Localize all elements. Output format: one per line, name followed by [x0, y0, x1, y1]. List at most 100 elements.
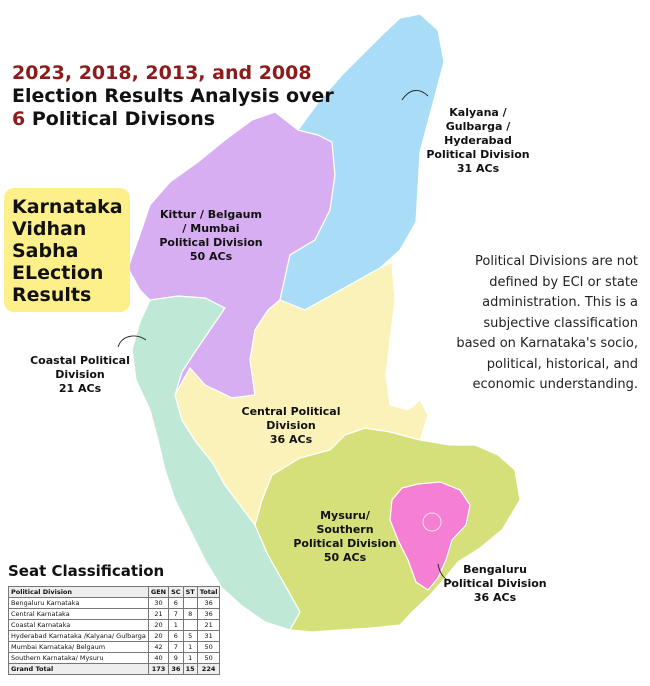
label-line: / Mumbai — [182, 222, 240, 235]
col-header: Political Division — [8, 586, 149, 598]
cell: 30 — [147, 597, 170, 609]
cell: 9 — [168, 652, 184, 664]
col-header: Total — [196, 586, 221, 598]
cell: 31 — [196, 630, 221, 642]
kalyana-arrow — [401, 90, 429, 101]
region-bengaluru[interactable] — [389, 481, 471, 591]
label-kalyana: Kalyana / Gulbarga / Hyderabad Political… — [422, 106, 534, 176]
label-line: Political Division — [443, 577, 547, 590]
table-row: Hyderabad Karnataka /Kalyana/ Gulbarga 2… — [8, 630, 221, 642]
cell: 21 — [147, 608, 170, 620]
col-header: SC — [168, 586, 184, 598]
cell: Bengaluru Karnataka — [8, 597, 149, 609]
cell: 1 — [168, 619, 184, 631]
seat-classification-table: Political Division GEN SC ST Total Benga… — [8, 586, 221, 675]
col-header: GEN — [147, 586, 170, 598]
cell — [182, 619, 198, 631]
cell: Grand Total — [8, 663, 149, 675]
label-line: 36 ACs — [473, 591, 517, 604]
cell: 8 — [182, 608, 198, 620]
cell: Hyderabad Karnataka /Kalyana/ Gulbarga — [8, 630, 149, 642]
page-title: 2023, 2018, 2013, and 2008 Election Resu… — [12, 62, 334, 131]
badge-line: Vidhan — [12, 218, 87, 240]
badge-line: Results — [12, 284, 92, 306]
note-line: defined by ECI or state — [489, 274, 638, 290]
label-line: Hyderabad — [444, 134, 512, 147]
label-line: 50 ACs — [323, 551, 367, 564]
title-count: 6 — [12, 108, 26, 130]
table-row: Bengaluru Karnataka 30 6 36 — [8, 597, 221, 609]
label-line: 31 ACs — [456, 162, 500, 175]
label-line: 36 ACs — [269, 433, 313, 446]
cell: 1 — [182, 652, 198, 664]
badge-line: ELection — [12, 262, 104, 284]
table-header-row: Political Division GEN SC ST Total — [8, 586, 221, 598]
cell: 6 — [168, 630, 184, 642]
table-row: Central Karnataka 21 7 8 36 — [8, 608, 221, 620]
table-row: Coastal Karnataka 20 1 21 — [8, 619, 221, 631]
table-row: Southern Karnataka/ Mysuru 40 9 1 50 — [8, 652, 221, 664]
note-line: political, historical, and — [486, 356, 638, 372]
cell: 224 — [196, 663, 221, 675]
title-divisions: Political Divisons — [31, 108, 216, 130]
label-bengaluru: Bengaluru Political Division 36 ACs — [440, 563, 550, 605]
label-line: Kalyana / — [449, 106, 507, 119]
label-central: Central Political Division 36 ACs — [236, 405, 346, 447]
label-line: Kittur / Belgaum — [160, 208, 262, 221]
cell: Mumbai Karnataka/ Belgaum — [8, 641, 149, 653]
cell: 42 — [147, 641, 170, 653]
seat-classification-title: Seat Classification — [8, 562, 165, 580]
cell: 50 — [196, 652, 221, 664]
region-kalyana[interactable] — [279, 13, 445, 311]
label-kittur: Kittur / Belgaum / Mumbai Political Divi… — [156, 208, 266, 264]
disclaimer-note: Political Divisions are not defined by E… — [438, 252, 638, 396]
bengaluru-arrow — [437, 563, 453, 583]
cell: 20 — [147, 619, 170, 631]
label-line: Division — [55, 368, 105, 381]
cell: 173 — [147, 663, 170, 675]
col-header: ST — [182, 586, 198, 598]
label-line: Bengaluru — [463, 563, 527, 576]
cell: Central Karnataka — [8, 608, 149, 620]
note-line: subjective classification — [483, 315, 638, 331]
cell — [182, 597, 198, 609]
title-line3: 6 Political Divisons — [12, 108, 334, 131]
badge-line: Karnataka — [12, 196, 123, 218]
label-mysuru: Mysuru/ Southern Political Division 50 A… — [280, 509, 410, 565]
cell: 1 — [182, 641, 198, 653]
bengaluru-urban-marker — [422, 512, 442, 532]
table-row: Mumbai Karnataka/ Belgaum 42 7 1 50 — [8, 641, 221, 653]
label-line: Political Division — [426, 148, 530, 161]
label-line: Central Political — [241, 405, 341, 418]
label-line: 50 ACs — [189, 250, 233, 263]
label-line: Division — [266, 419, 316, 432]
label-line: Southern — [316, 523, 374, 536]
label-coastal: Coastal Political Division 21 ACs — [22, 354, 138, 396]
cell: 7 — [168, 641, 184, 653]
badge-line: Sabha — [12, 240, 79, 262]
label-line: 21 ACs — [58, 382, 102, 395]
note-line: economic understanding. — [472, 377, 638, 392]
badge-karnataka-results: Karnataka Vidhan Sabha ELection Results — [4, 188, 130, 312]
label-line: Coastal Political — [30, 354, 130, 367]
table-total-row: Grand Total 173 36 15 224 — [8, 663, 221, 675]
cell: 36 — [196, 608, 221, 620]
label-line: Gulbarga / — [445, 120, 511, 133]
cell: 50 — [196, 641, 221, 653]
cell: 6 — [168, 597, 184, 609]
note-line: administration. This is a — [482, 295, 638, 310]
cell: 40 — [147, 652, 170, 664]
label-line: Political Division — [159, 236, 263, 249]
title-years: 2023, 2018, 2013, and 2008 — [12, 62, 312, 84]
cell: Coastal Karnataka — [8, 619, 149, 631]
cell: 36 — [196, 597, 221, 609]
cell: Southern Karnataka/ Mysuru — [8, 652, 149, 664]
region-mysuru[interactable] — [254, 427, 521, 633]
cell: 20 — [147, 630, 170, 642]
cell: 36 — [168, 663, 184, 675]
label-line: Mysuru/ — [320, 509, 370, 522]
note-line: based on Karnataka's socio, — [456, 336, 638, 351]
cell: 7 — [168, 608, 184, 620]
coastal-arrow — [117, 335, 147, 348]
